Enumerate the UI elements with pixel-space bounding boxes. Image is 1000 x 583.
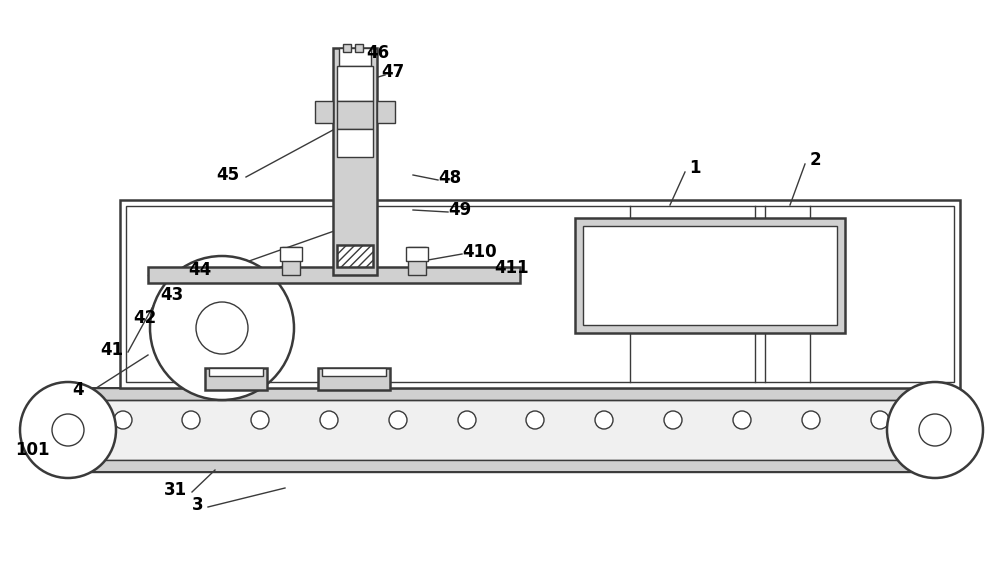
Text: 31: 31	[163, 481, 187, 499]
Circle shape	[114, 411, 132, 429]
Text: 47: 47	[381, 63, 405, 81]
Bar	[126, 206, 954, 382]
Circle shape	[595, 411, 613, 429]
Bar	[280, 247, 302, 261]
Text: 43: 43	[160, 286, 184, 304]
Bar	[282, 247, 300, 275]
Bar	[318, 368, 390, 390]
Bar	[337, 245, 373, 267]
Bar	[343, 44, 351, 52]
Bar	[205, 368, 267, 390]
Text: 411: 411	[495, 259, 529, 277]
Text: 44: 44	[188, 261, 212, 279]
Circle shape	[664, 411, 682, 429]
Bar	[337, 129, 373, 157]
Text: 2: 2	[809, 151, 821, 169]
Bar	[68, 460, 935, 472]
Bar	[377, 101, 395, 123]
Text: 3: 3	[192, 496, 204, 514]
Bar	[68, 388, 935, 400]
Bar	[406, 247, 428, 261]
Circle shape	[919, 414, 951, 446]
Text: 42: 42	[133, 309, 157, 327]
Text: 41: 41	[100, 341, 124, 359]
Bar	[339, 48, 371, 66]
Circle shape	[52, 414, 84, 446]
Text: 45: 45	[216, 166, 240, 184]
Bar	[68, 400, 935, 460]
Bar	[583, 226, 837, 325]
Circle shape	[389, 411, 407, 429]
Circle shape	[526, 411, 544, 429]
Text: 49: 49	[448, 201, 472, 219]
Bar	[120, 200, 960, 388]
Circle shape	[20, 382, 116, 478]
Bar	[408, 247, 426, 275]
Circle shape	[802, 411, 820, 429]
Bar	[575, 218, 845, 333]
Bar	[337, 66, 373, 101]
Circle shape	[320, 411, 338, 429]
Bar	[333, 48, 377, 275]
Circle shape	[196, 302, 248, 354]
Text: 48: 48	[438, 169, 462, 187]
Bar	[315, 101, 333, 123]
Text: 410: 410	[463, 243, 497, 261]
Bar	[68, 400, 935, 460]
Circle shape	[887, 382, 983, 478]
Bar	[209, 368, 263, 376]
Text: 101: 101	[15, 441, 49, 459]
Circle shape	[251, 411, 269, 429]
Circle shape	[150, 256, 294, 400]
Bar	[337, 101, 373, 129]
Circle shape	[182, 411, 200, 429]
Bar	[355, 44, 363, 52]
Text: 46: 46	[366, 44, 390, 62]
Circle shape	[733, 411, 751, 429]
Bar	[148, 267, 520, 283]
Circle shape	[458, 411, 476, 429]
Circle shape	[871, 411, 889, 429]
Text: 4: 4	[72, 381, 84, 399]
Text: 1: 1	[689, 159, 701, 177]
Bar	[322, 368, 386, 376]
